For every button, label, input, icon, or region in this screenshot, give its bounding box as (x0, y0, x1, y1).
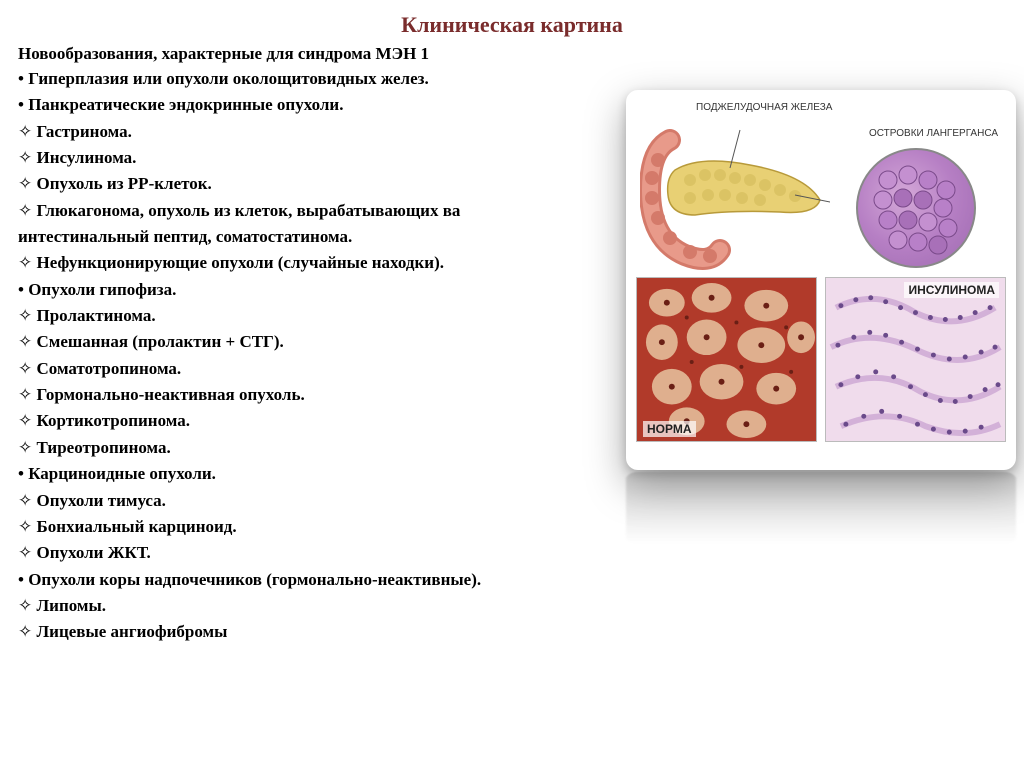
histology-normal-label: НОРМА (643, 421, 696, 437)
islet-circle (856, 148, 976, 268)
islet-label: ОСТРОВКИ ЛАНГЕРГАНСА (869, 128, 998, 139)
histology-insulinoma: ИНСУЛИНОМА (825, 277, 1006, 442)
slide-subtitle: Новообразования, характерные для синдром… (18, 44, 1006, 64)
slide-title: Клиническая картина (18, 12, 1006, 38)
content-line: Лицевые ангиофибромы (18, 619, 1006, 645)
diagram-reflection (626, 472, 1016, 544)
histology-insulinoma-label: ИНСУЛИНОМА (904, 282, 999, 298)
pancreas-illustration (640, 120, 830, 270)
histology-insulinoma-svg (826, 278, 1005, 441)
content-line: Липомы. (18, 593, 1006, 619)
content-line: Опухоли ЖКТ. (18, 540, 1006, 566)
histology-normal-svg (637, 278, 816, 441)
content-line: Гиперплазия или опухоли околощитовидных … (18, 66, 1006, 92)
histology-normal: НОРМА (636, 277, 817, 442)
histology-row: НОРМА (636, 277, 1006, 442)
slide: Клиническая картина Новообразования, хар… (0, 0, 1024, 767)
pancreas-label: ПОДЖЕЛУДОЧНАЯ ЖЕЛЕЗА (696, 102, 832, 113)
diagram-top: ПОДЖЕЛУДОЧНАЯ ЖЕЛЕЗА ОСТРОВКИ ЛАНГЕРГАНС… (636, 100, 1006, 275)
diagram-card: ПОДЖЕЛУДОЧНАЯ ЖЕЛЕЗА ОСТРОВКИ ЛАНГЕРГАНС… (626, 90, 1016, 470)
content-line: Опухоли коры надпочечников (гормонально-… (18, 567, 1006, 593)
islet-cells (858, 150, 976, 268)
